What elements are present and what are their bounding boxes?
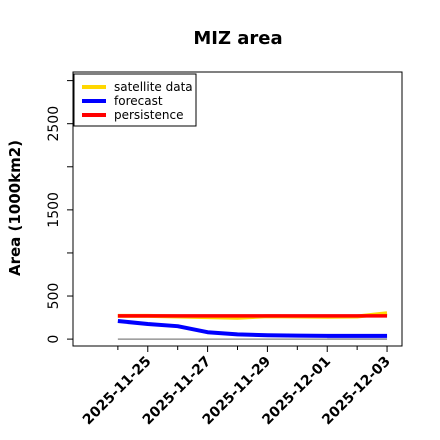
y-tick-label: 2500 [46, 106, 62, 142]
y-axis: 0 500 1500 2500 [46, 80, 73, 344]
x-axis: 2025-11-252025-11-272025-11-292025-12-01… [80, 346, 394, 428]
y-axis-label: Area (1000km2) [6, 140, 24, 276]
legend-entry: satellite data [114, 80, 193, 94]
series-layer [117, 311, 388, 338]
legend-entry: forecast [114, 94, 163, 108]
series-line-forecast [117, 319, 388, 338]
chart-title: MIZ area [193, 28, 282, 49]
y-tick-label: 500 [46, 283, 62, 310]
y-tick-label: 0 [46, 335, 62, 344]
legend-entry: persistence [114, 108, 183, 122]
y-tick-label: 1500 [46, 192, 62, 228]
